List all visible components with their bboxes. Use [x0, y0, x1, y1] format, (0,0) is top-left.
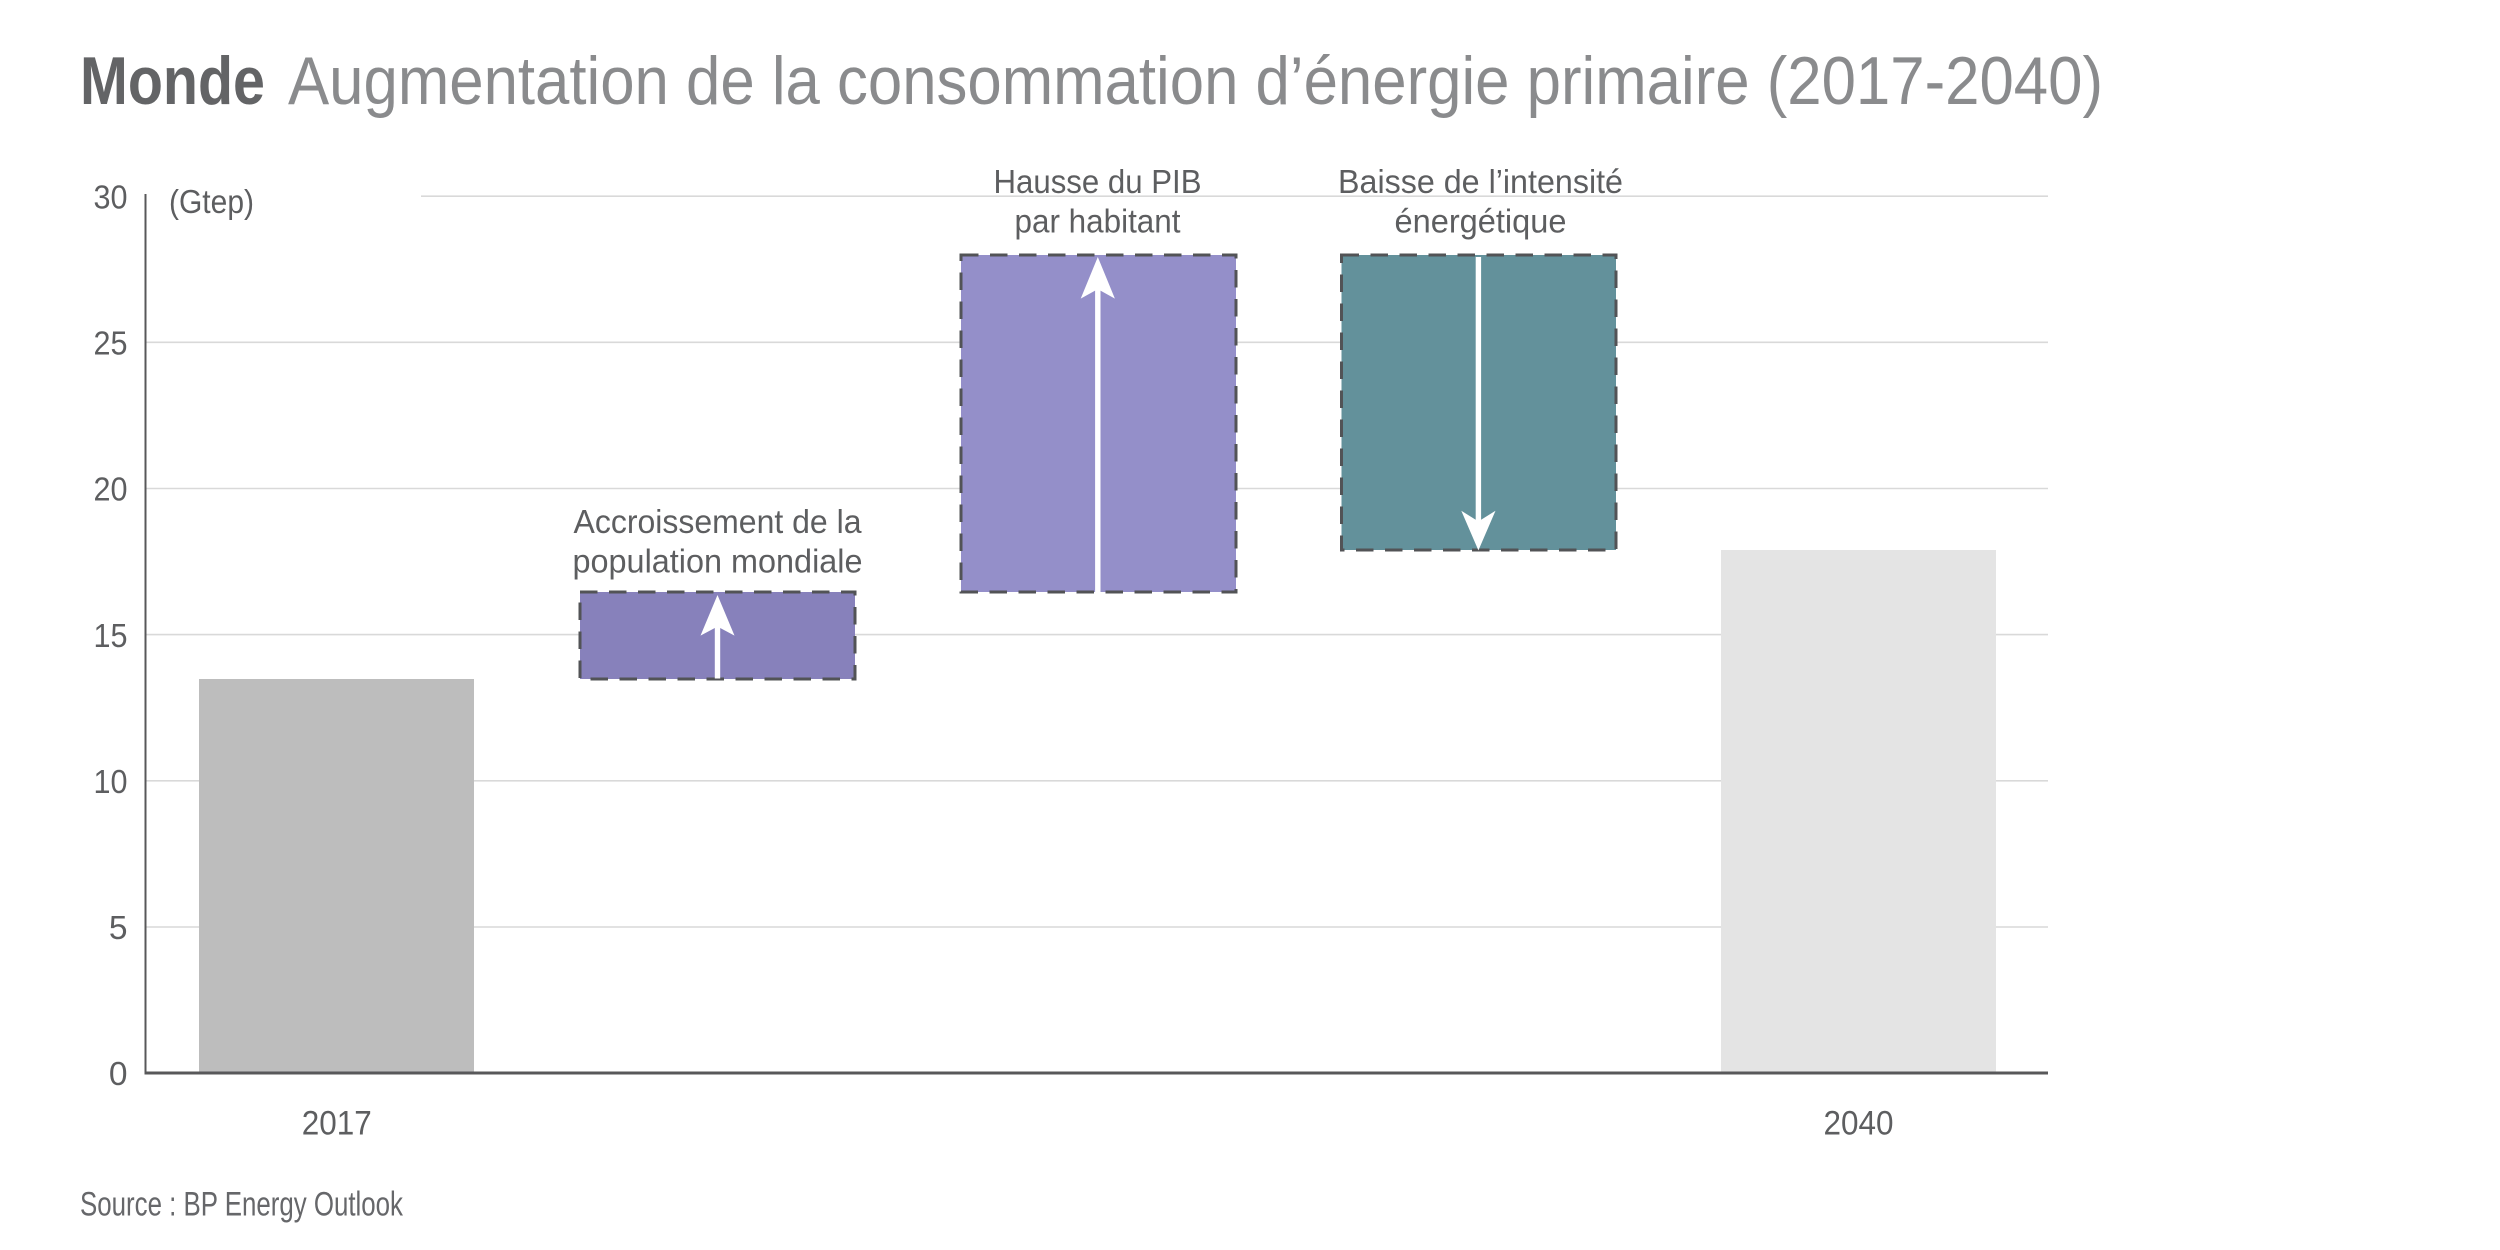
- svg-text:Monde: Monde: [80, 43, 265, 119]
- svg-text:25: 25: [94, 326, 128, 363]
- svg-text:Baisse de l’intensité: Baisse de l’intensité: [1338, 163, 1623, 200]
- svg-text:population mondiale: population mondiale: [573, 543, 863, 580]
- svg-text:Accroissement de la: Accroissement de la: [574, 503, 863, 540]
- svg-text:Augmentation de la consommatio: Augmentation de la consommation d’énergi…: [288, 43, 2103, 119]
- svg-text:20: 20: [94, 472, 128, 509]
- svg-text:(Gtep): (Gtep): [169, 184, 254, 221]
- svg-text:30: 30: [94, 180, 128, 217]
- svg-text:par habitant: par habitant: [1015, 203, 1181, 240]
- svg-text:2040: 2040: [1824, 1105, 1894, 1143]
- svg-text:2017: 2017: [302, 1105, 372, 1143]
- svg-text:énergétique: énergétique: [1395, 203, 1567, 240]
- svg-text:10: 10: [94, 764, 128, 801]
- svg-text:Hausse du PIB: Hausse du PIB: [994, 163, 1202, 200]
- svg-text:15: 15: [94, 618, 128, 655]
- svg-text:0: 0: [109, 1056, 128, 1093]
- svg-text:Source : BP Energy Outlook: Source : BP Energy Outlook: [80, 1186, 404, 1224]
- svg-text:5: 5: [109, 910, 128, 947]
